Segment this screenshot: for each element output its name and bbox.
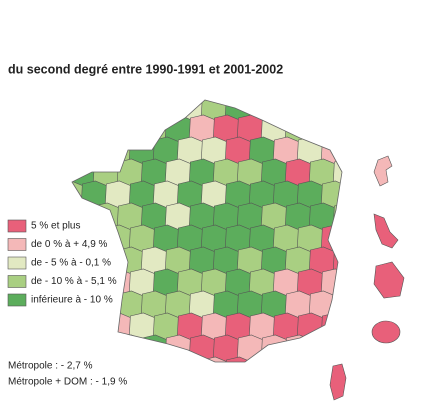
department [81,100,108,121]
department [261,334,288,362]
department [333,202,342,231]
department [273,356,300,362]
legend-swatch [7,293,27,307]
reunion [371,320,401,344]
department [321,100,342,121]
corsica [329,363,347,401]
department [249,356,276,362]
department [273,100,300,121]
department [141,334,168,362]
department [153,100,180,121]
legend-swatch [7,238,27,251]
map-title: du second degré entre 1990-1991 et 2001-… [8,62,283,76]
department [72,100,84,121]
department [93,114,120,143]
legend-swatch [7,256,27,270]
department [297,100,324,121]
department [165,334,192,362]
legend-label: inférieure à - 10 % [31,295,113,306]
department [72,312,84,341]
legend: 5 % et plus de 0 % à + 4,9 % de - 5 % à - … [7,219,117,307]
legend-label: de - 10 % à - 5,1 % [31,276,117,287]
department [309,334,336,362]
department [333,114,342,143]
department [177,356,204,362]
martinique [373,213,399,249]
legend-swatch [7,219,27,233]
department [297,356,324,362]
guadeloupe [373,155,393,187]
department [72,334,96,362]
department [105,100,132,121]
department [153,356,180,362]
note: Métropole : - 2,7 % [8,361,93,372]
department [129,100,156,121]
department [117,334,144,362]
note: Métropole + DOM : - 1,9 % [8,377,127,388]
department [333,334,342,362]
guyane [373,261,405,299]
department [201,356,228,362]
islands [329,155,405,401]
department [81,136,108,165]
legend-label: de 0 % à + 4,9 % [31,239,108,250]
department [321,312,342,341]
department [309,114,336,143]
department [129,356,156,362]
legend-label: 5 % et plus [31,221,80,232]
department [117,114,144,143]
department [93,334,120,362]
legend-label: de - 5 % à - 0,1 % [31,258,111,269]
department [225,356,252,362]
france-outline [71,99,343,363]
department [81,312,108,341]
legend-swatch [7,275,27,288]
department [72,114,96,143]
department [333,290,342,319]
department [72,136,84,165]
department [285,334,312,362]
